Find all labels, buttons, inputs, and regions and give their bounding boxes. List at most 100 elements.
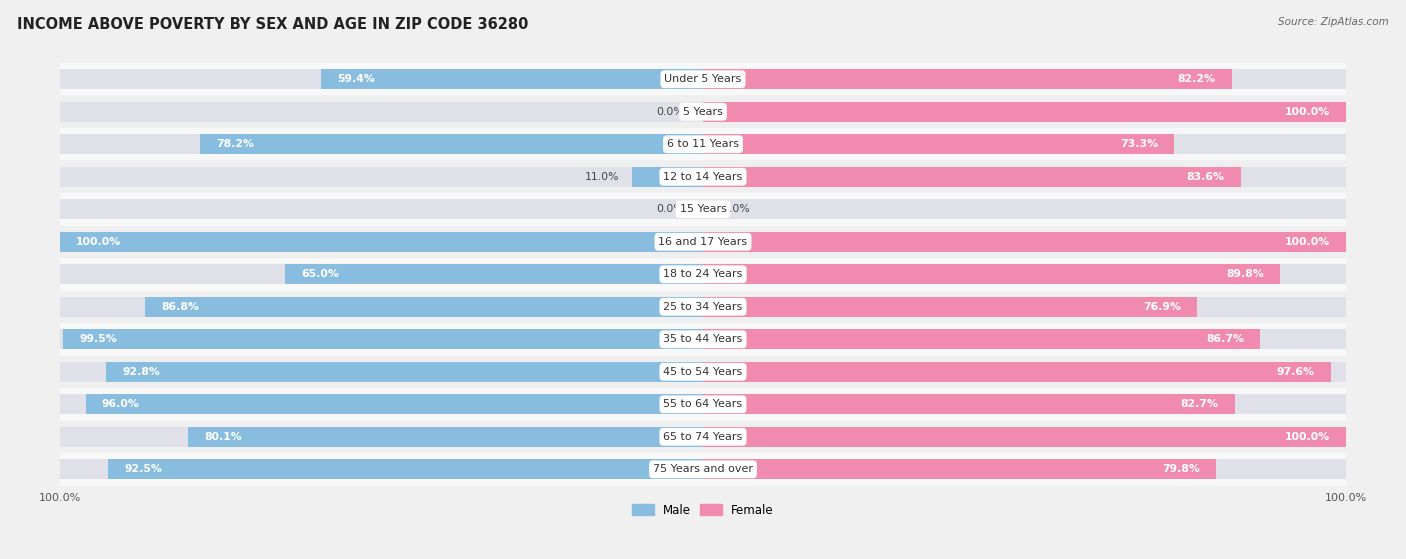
Text: 6 to 11 Years: 6 to 11 Years (666, 139, 740, 149)
Text: 0.0%: 0.0% (657, 204, 683, 214)
Bar (60, 362, 703, 382)
Text: 0.0%: 0.0% (723, 204, 749, 214)
Bar (633, 167, 703, 187)
Text: 79.8%: 79.8% (1163, 465, 1201, 474)
Bar (60, 394, 703, 414)
Bar (703, 134, 1346, 154)
Bar (321, 69, 703, 89)
Bar (60, 388, 1346, 420)
Bar (60, 459, 703, 480)
Bar (63, 329, 703, 349)
Text: 100.0%: 100.0% (1285, 432, 1330, 442)
Bar (703, 264, 1281, 285)
Text: 73.3%: 73.3% (1121, 139, 1159, 149)
Bar (703, 459, 1346, 480)
Text: 59.4%: 59.4% (337, 74, 375, 84)
Bar (60, 291, 1346, 323)
Bar (703, 329, 1346, 349)
Text: 18 to 24 Years: 18 to 24 Years (664, 269, 742, 280)
Text: 89.8%: 89.8% (1226, 269, 1264, 280)
Bar (60, 329, 703, 349)
Bar (60, 96, 1346, 128)
Bar (703, 394, 1234, 414)
Text: 76.9%: 76.9% (1143, 302, 1181, 312)
Bar (703, 69, 1346, 89)
Bar (60, 258, 1346, 291)
Text: 97.6%: 97.6% (1277, 367, 1315, 377)
Bar (60, 167, 703, 187)
Legend: Male, Female: Male, Female (627, 499, 779, 522)
Text: 5 Years: 5 Years (683, 107, 723, 117)
Text: 65 to 74 Years: 65 to 74 Years (664, 432, 742, 442)
Text: 100.0%: 100.0% (1285, 107, 1330, 117)
Text: 35 to 44 Years: 35 to 44 Years (664, 334, 742, 344)
Text: 15 Years: 15 Years (679, 204, 727, 214)
Bar (703, 264, 1346, 285)
Bar (60, 297, 703, 317)
Bar (60, 193, 1346, 225)
Bar (60, 128, 1346, 160)
Text: 11.0%: 11.0% (585, 172, 620, 182)
Bar (703, 297, 1198, 317)
Text: 16 and 17 Years: 16 and 17 Years (658, 237, 748, 247)
Text: 0.0%: 0.0% (657, 107, 683, 117)
Bar (703, 167, 1240, 187)
Text: 99.5%: 99.5% (79, 334, 117, 344)
Bar (703, 427, 1346, 447)
Bar (60, 63, 1346, 96)
Bar (703, 394, 1346, 414)
Text: Source: ZipAtlas.com: Source: ZipAtlas.com (1278, 17, 1389, 27)
Text: 45 to 54 Years: 45 to 54 Years (664, 367, 742, 377)
Bar (188, 427, 703, 447)
Text: 96.0%: 96.0% (101, 399, 139, 409)
Text: 82.2%: 82.2% (1177, 74, 1215, 84)
Text: 80.1%: 80.1% (204, 432, 242, 442)
Bar (703, 362, 1330, 382)
Bar (200, 134, 703, 154)
Bar (703, 167, 1346, 187)
Bar (703, 69, 1232, 89)
Text: 92.8%: 92.8% (122, 367, 160, 377)
Bar (703, 102, 1346, 122)
Bar (60, 427, 703, 447)
Text: 78.2%: 78.2% (217, 139, 254, 149)
Bar (703, 134, 1174, 154)
Bar (703, 329, 1260, 349)
Text: 82.7%: 82.7% (1181, 399, 1219, 409)
Bar (60, 420, 1346, 453)
Bar (60, 134, 703, 154)
Bar (107, 362, 703, 382)
Bar (60, 453, 1346, 486)
Bar (60, 231, 703, 252)
Bar (60, 264, 703, 285)
Bar (703, 427, 1346, 447)
Bar (285, 264, 703, 285)
Bar (703, 231, 1346, 252)
Bar (703, 102, 1346, 122)
Text: INCOME ABOVE POVERTY BY SEX AND AGE IN ZIP CODE 36280: INCOME ABOVE POVERTY BY SEX AND AGE IN Z… (17, 17, 529, 32)
Text: 65.0%: 65.0% (301, 269, 339, 280)
Bar (60, 102, 703, 122)
Bar (60, 356, 1346, 388)
Bar (86, 394, 703, 414)
Text: Under 5 Years: Under 5 Years (665, 74, 741, 84)
Text: 12 to 14 Years: 12 to 14 Years (664, 172, 742, 182)
Bar (703, 459, 1216, 480)
Bar (60, 160, 1346, 193)
Bar (60, 323, 1346, 356)
Bar (703, 362, 1346, 382)
Bar (108, 459, 703, 480)
Text: 75 Years and over: 75 Years and over (652, 465, 754, 474)
Text: 92.5%: 92.5% (124, 465, 162, 474)
Text: 25 to 34 Years: 25 to 34 Years (664, 302, 742, 312)
Text: 100.0%: 100.0% (76, 237, 121, 247)
Text: 100.0%: 100.0% (1285, 237, 1330, 247)
Text: 83.6%: 83.6% (1187, 172, 1225, 182)
Text: 86.8%: 86.8% (160, 302, 198, 312)
Bar (703, 231, 1346, 252)
Text: 86.7%: 86.7% (1206, 334, 1244, 344)
Bar (703, 297, 1346, 317)
Bar (60, 199, 703, 219)
Bar (60, 69, 703, 89)
Bar (703, 199, 1346, 219)
